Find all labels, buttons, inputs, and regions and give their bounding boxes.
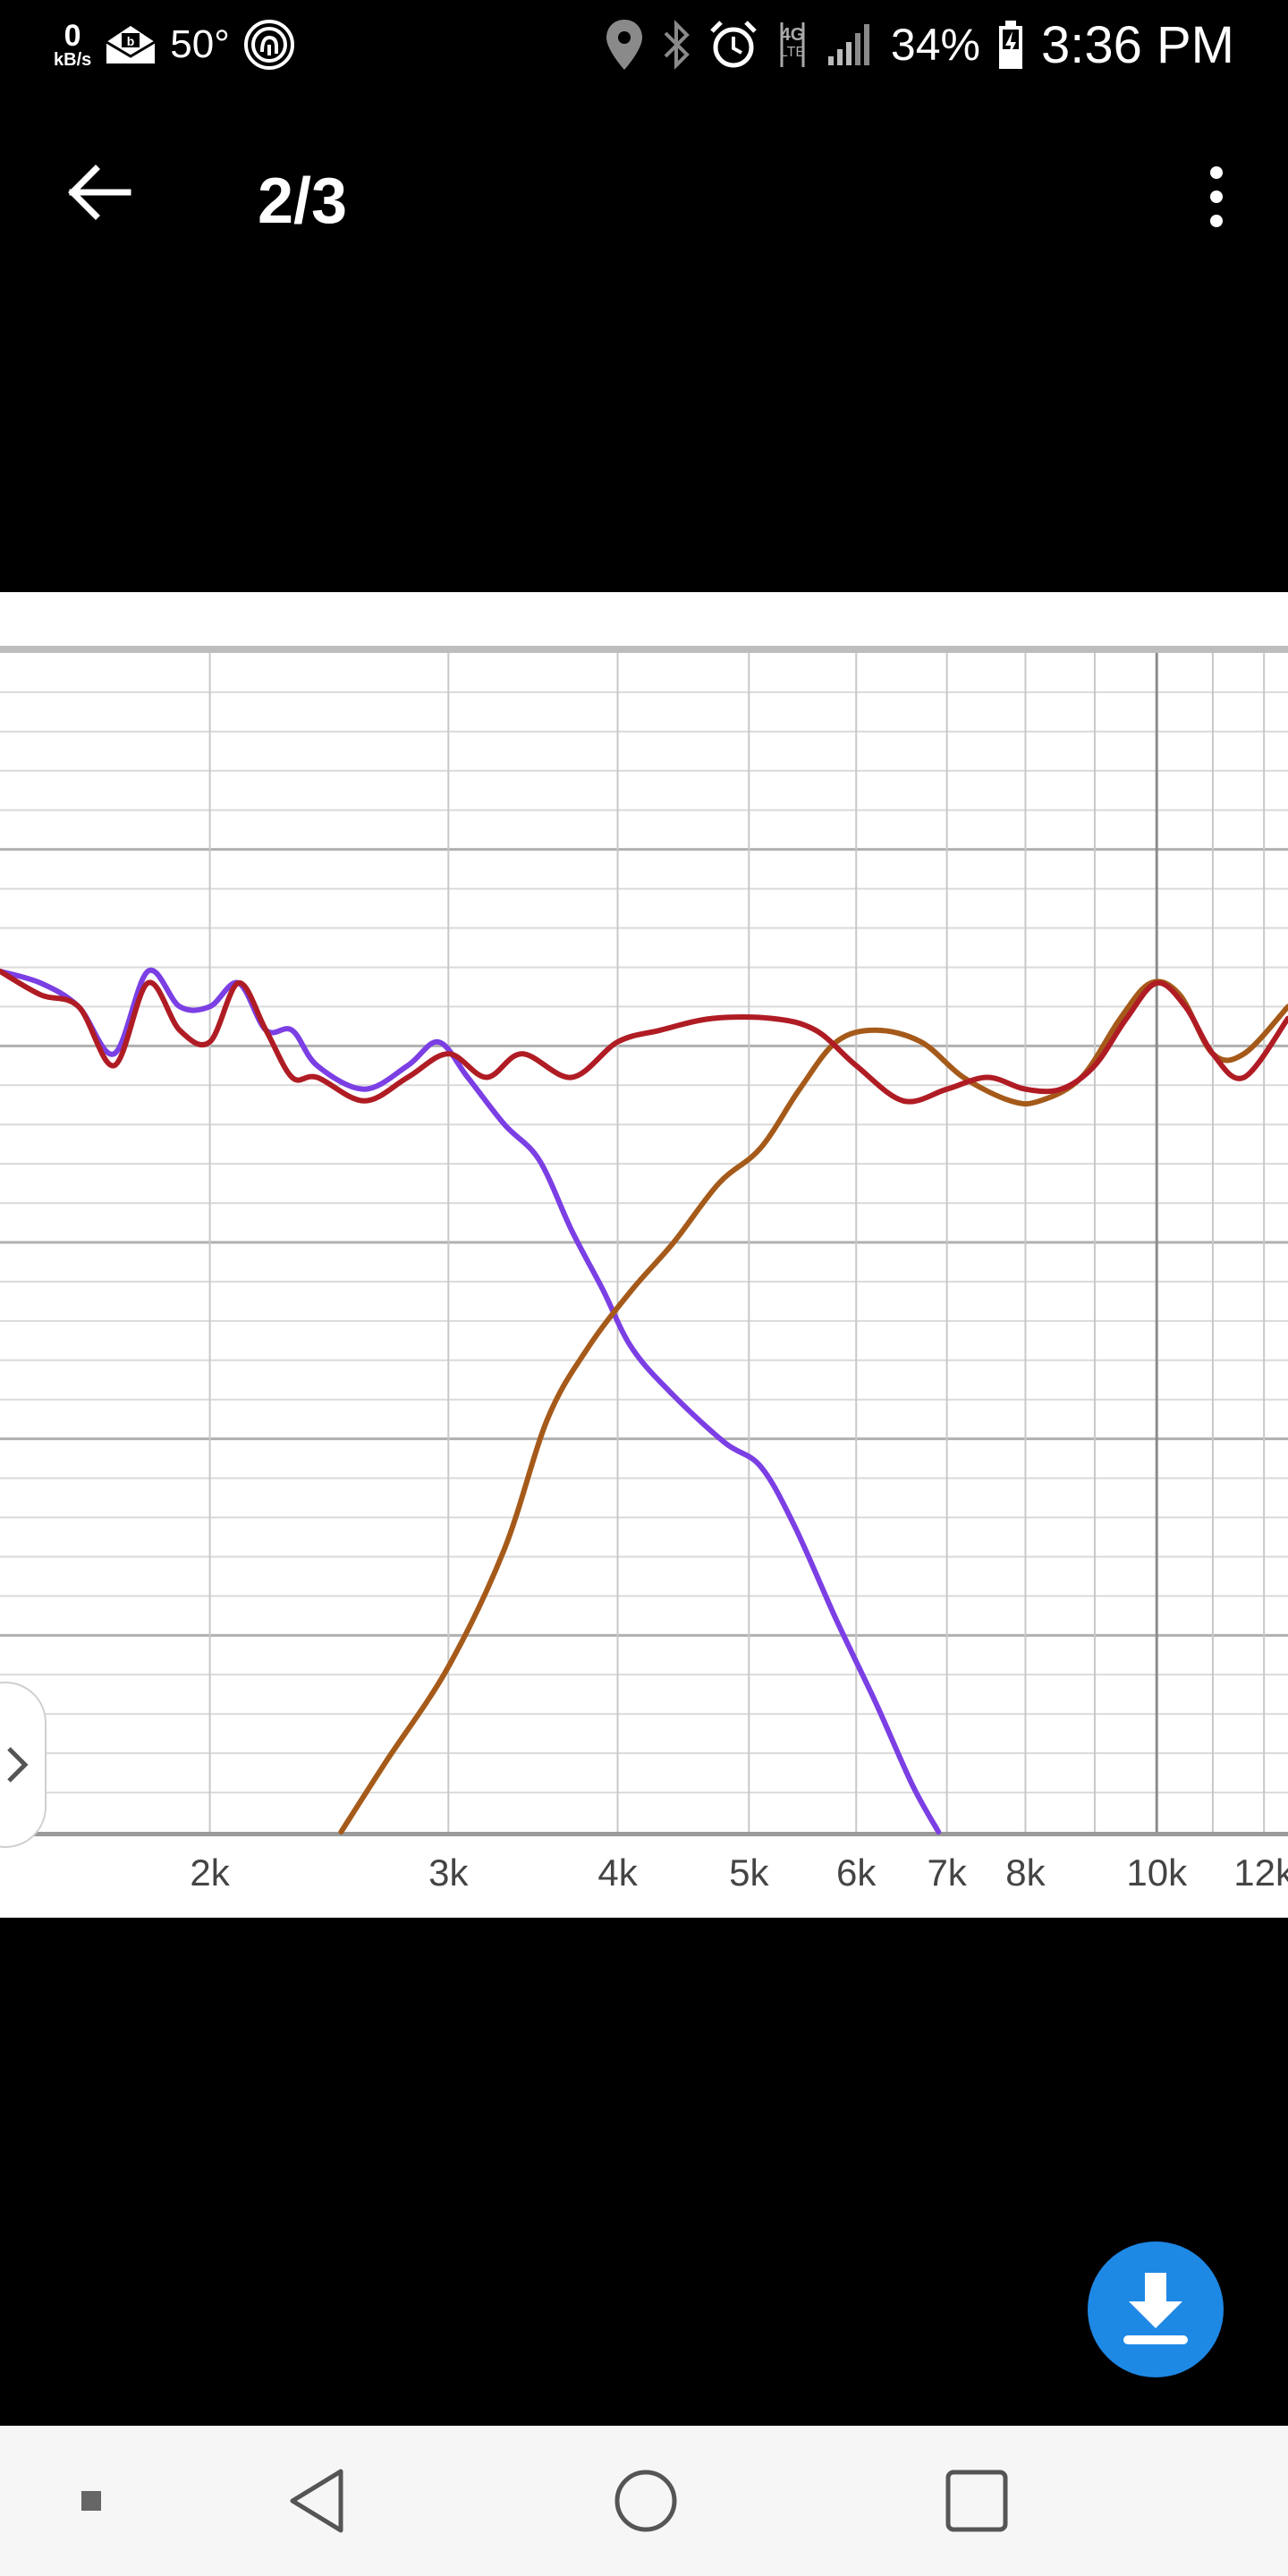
x-tick-label: 4k [597,1852,638,1894]
battery-charging-icon [996,19,1025,71]
recents-square-icon [945,2470,1008,2532]
status-bar: 0 kB/s b 50° 4G LTE 34% 3:36 PM [0,0,1288,89]
frequency-response-chart: 2k 3k 4k 5k 6k 7k 8k 10k 12k [0,646,1288,1894]
chart-series-1-line [0,967,942,1835]
system-navigation-bar [0,2426,1288,2576]
net-speed-value: 0 [64,19,81,53]
x-tick-label: 12k [1233,1852,1288,1894]
more-options-button[interactable] [1181,148,1252,246]
net-speed-indicator: 0 kB/s [54,21,91,69]
chart-series-2-line [338,979,1288,1835]
status-right-group: 4G LTE 34% 3:36 PM [605,13,1234,76]
alarm-icon [708,19,758,71]
location-icon [605,18,644,72]
nav-home-button[interactable] [601,2456,691,2546]
switch-app-icon [81,2491,101,2511]
x-tick-label: 3k [428,1852,469,1894]
chart-x-tick-labels: 2k 3k 4k 5k 6k 7k 8k 10k 12k [190,1852,1288,1894]
chart-horizontal-gridlines [0,691,1288,1794]
x-tick-label: 7k [927,1852,967,1894]
more-vert-icon [1210,166,1223,227]
net-speed-unit: kB/s [54,50,92,70]
chart-series [0,967,1288,1835]
svg-text:b: b [127,34,135,48]
nav-back-button[interactable] [272,2456,361,2546]
temperature: 50° [170,22,230,66]
switch-app-button[interactable] [47,2456,136,2546]
home-circle-icon [614,2470,677,2532]
back-button[interactable] [54,148,143,237]
svg-text:4G: 4G [781,25,805,45]
status-left-group: 0 kB/s b 50° [54,13,296,76]
arrow-left-icon [68,165,131,220]
clock: 3:36 PM [1041,15,1234,74]
x-tick-label: 2k [190,1852,230,1894]
image-viewer[interactable]: 2k 3k 4k 5k 6k 7k 8k 10k 12k [0,592,1288,1918]
chevron-right-icon [7,1747,29,1783]
chart-vertical-gridlines [208,653,1266,1832]
x-tick-label: 6k [836,1852,877,1894]
nav-recents-button[interactable] [932,2456,1021,2546]
bluetooth-icon [660,19,692,71]
back-triangle-icon [290,2469,343,2533]
side-panel-handle[interactable] [0,1682,47,1848]
x-tick-label: 10k [1126,1852,1188,1894]
app-bar: 2/3 [0,107,1288,268]
chart-top-border [0,646,1288,653]
chart-series-3-line [0,968,1288,1105]
chart-bottom-axis [0,1832,1288,1836]
email-icon: b [104,22,157,67]
network-type-icon: 4G LTE [775,19,810,71]
x-tick-label: 8k [1005,1852,1046,1894]
download-icon [1123,2273,1188,2344]
signal-icon [826,22,875,67]
battery-percent: 34% [890,20,980,70]
svg-text:LTE: LTE [780,45,805,60]
x-tick-label: 5k [729,1852,769,1894]
fingerprint-icon [242,18,296,72]
page-counter-title: 2/3 [258,165,348,237]
download-button[interactable] [1088,2241,1224,2377]
